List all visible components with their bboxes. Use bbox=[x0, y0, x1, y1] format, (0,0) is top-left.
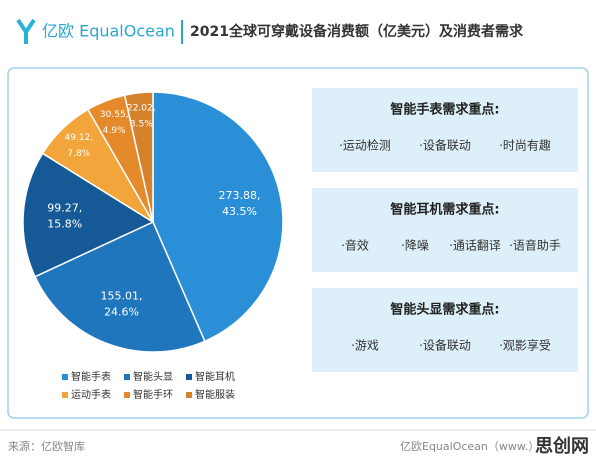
legend-label: 智能手表 bbox=[71, 370, 111, 383]
share-label: 7.8% bbox=[67, 149, 90, 159]
chart-title: 2021全球可穿戴设备消费额（亿美元）及消费者需求 bbox=[190, 23, 524, 40]
value-label: 273.88, bbox=[219, 189, 261, 202]
pie-slice bbox=[22, 152, 155, 278]
value-label: 155.01, bbox=[101, 290, 143, 303]
panel-item: ·观影享受 bbox=[499, 338, 551, 353]
panel-item: ·设备联动 bbox=[419, 139, 471, 153]
legend-label: 智能耳机 bbox=[195, 370, 235, 383]
panel bbox=[312, 288, 578, 372]
footer-brand: 亿欧EqualOcean（www.） bbox=[400, 440, 539, 453]
footer-source: 来源：亿欧智库 bbox=[8, 439, 85, 453]
legend-swatch bbox=[186, 374, 192, 380]
frame bbox=[7, 67, 589, 419]
panel bbox=[312, 88, 578, 172]
panel bbox=[312, 188, 578, 272]
share-label: 24.6% bbox=[104, 306, 139, 319]
legend-label: 智能手环 bbox=[133, 388, 173, 401]
panel-item: ·游戏 bbox=[351, 339, 379, 353]
legend-swatch bbox=[124, 392, 130, 398]
panel-title: 智能头显需求重点: bbox=[390, 302, 499, 318]
share-label: 15.8% bbox=[47, 218, 82, 231]
watermark: 思创网 bbox=[535, 435, 589, 457]
panel-title: 智能耳机需求重点: bbox=[390, 202, 499, 218]
legend-swatch bbox=[124, 374, 130, 380]
panel-title: 智能手表需求重点: bbox=[390, 102, 499, 118]
value-label: 49.12, bbox=[65, 133, 94, 143]
legend-swatch bbox=[62, 374, 68, 380]
pie-slice bbox=[123, 91, 154, 223]
panel-item: ·运动检测 bbox=[339, 138, 391, 153]
value-label: 22.02, bbox=[127, 104, 156, 114]
legend-label: 运动手表 bbox=[71, 388, 111, 401]
pie-slice bbox=[152, 91, 284, 343]
panel-item: ·降噪 bbox=[401, 239, 429, 253]
legend-label: 智能头显 bbox=[133, 370, 173, 383]
pie-slice bbox=[34, 220, 206, 353]
panel-item: ·时尚有趣 bbox=[499, 138, 551, 153]
legend-label: 智能服装 bbox=[195, 388, 235, 401]
value-label: 30.55, bbox=[100, 110, 129, 120]
legend-swatch bbox=[186, 392, 192, 398]
legend-swatch bbox=[62, 392, 68, 398]
share-label: 4.9% bbox=[103, 126, 126, 136]
panel-item: ·通话翻译 bbox=[449, 239, 501, 253]
share-label: 3.5% bbox=[130, 120, 153, 130]
panel-item: ·语音助手 bbox=[509, 238, 561, 253]
panel-item: ·设备联动 bbox=[419, 339, 471, 353]
logo-mark bbox=[16, 18, 36, 44]
value-label: 99.27, bbox=[47, 202, 82, 215]
share-label: 43.5% bbox=[222, 205, 257, 218]
panel-item: ·音效 bbox=[341, 238, 369, 253]
logo-text: 亿欧 EqualOcean bbox=[42, 22, 175, 41]
